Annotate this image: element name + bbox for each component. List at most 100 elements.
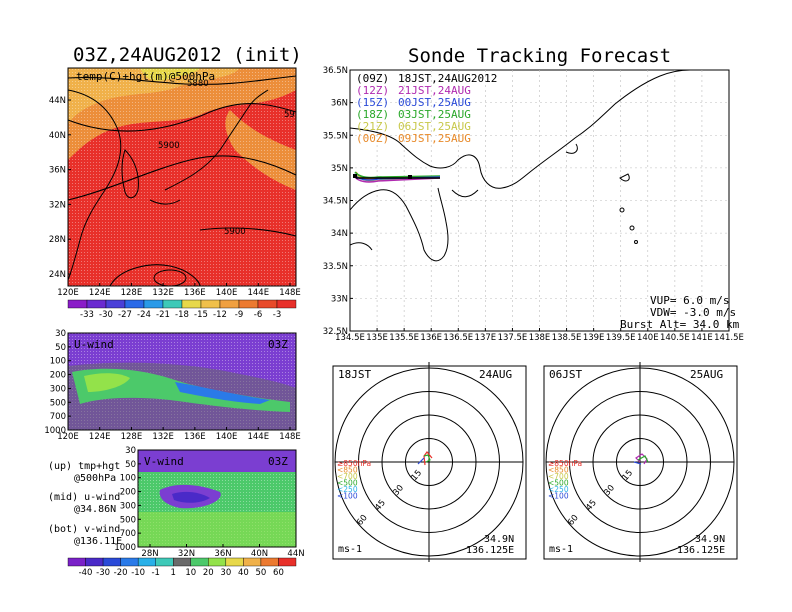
temp-lon-tick: 132E bbox=[152, 288, 174, 298]
track-lat-tick: 34N bbox=[331, 229, 348, 239]
legend-jst-2: 21JST,24AUG bbox=[398, 84, 471, 97]
note-bot-lon: @136.11E bbox=[74, 536, 122, 547]
hodo-left-lat: 34.9N bbox=[484, 534, 514, 545]
temp-colorbar-label: -9 bbox=[235, 310, 243, 320]
legend-utc-1: (09Z) bbox=[356, 72, 389, 85]
track-lon-tick: 138.5E bbox=[552, 333, 582, 343]
temp-map bbox=[67, 67, 297, 287]
temp-colorbar-label: -3 bbox=[273, 310, 281, 320]
temp-lon-tick: 120E bbox=[57, 288, 79, 298]
track-lon-tick: 139E bbox=[583, 333, 605, 343]
track-lat-tick: 34.5N bbox=[323, 197, 348, 207]
wind-colorbar-swatch bbox=[120, 557, 139, 567]
v-wind-label: V-wind bbox=[144, 455, 184, 468]
track-map-lat-ticks: 36.5N 36N 35.5N 35N 34.5N 34N 33.5N 33N 32.5N bbox=[323, 66, 353, 337]
wind-colorbar: -40 -30 -20 -10 -1 1 10 20 30 40 50 60 bbox=[67, 557, 297, 578]
temp-colorbar-swatch bbox=[67, 299, 88, 309]
u-pressure-tick: 700 bbox=[50, 412, 66, 422]
track-lat-tick: 35.5N bbox=[323, 131, 348, 141]
temp-colorbar-label: -27 bbox=[118, 310, 132, 320]
temp-colorbar-swatch bbox=[86, 299, 107, 309]
u-pressure-tick: 1000 bbox=[44, 426, 66, 436]
track-lat-tick: 36N bbox=[331, 99, 348, 109]
hodo-left-date: 24AUG bbox=[479, 368, 512, 381]
track-lat-tick: 33.5N bbox=[323, 262, 348, 272]
wind-colorbar-label: 10 bbox=[185, 568, 196, 578]
v-lat-tick: 44N bbox=[287, 549, 304, 559]
u-wind-panel bbox=[67, 332, 297, 431]
u-pressure-tick: 50 bbox=[55, 343, 66, 353]
legend-jst-5: 06JST,25AUG bbox=[398, 120, 471, 133]
wind-colorbar-label: -30 bbox=[96, 568, 110, 578]
v-pressure-tick: 200 bbox=[120, 488, 136, 498]
track-map bbox=[349, 69, 730, 332]
hodo-left-units: ms-1 bbox=[338, 544, 362, 555]
track-lon-tick: 135.5E bbox=[389, 333, 419, 343]
temp-lon-tick: 124E bbox=[89, 288, 111, 298]
u-lon-tick: 120E bbox=[57, 432, 79, 442]
temp-colorbar-label: -24 bbox=[137, 310, 151, 320]
hodograph-level-label: <850 bbox=[337, 466, 358, 475]
track-lon-tick: 140E bbox=[637, 333, 659, 343]
temp-lat-tick: 36N bbox=[49, 166, 66, 176]
temp-colorbar-label: -33 bbox=[80, 310, 94, 320]
temp-colorbar-label: -21 bbox=[156, 310, 170, 320]
legend-utc-2: (12Z) bbox=[356, 84, 389, 97]
u-wind-time: 03Z bbox=[268, 338, 288, 351]
temp-colorbar-label: -12 bbox=[213, 310, 227, 320]
track-lon-tick: 137.5E bbox=[498, 333, 528, 343]
temp-colorbar-swatch bbox=[276, 299, 297, 309]
temp-colorbar-swatch bbox=[257, 299, 278, 309]
temp-lat-tick: 32N bbox=[49, 200, 66, 210]
temp-lon-tick: 144E bbox=[247, 288, 269, 298]
hodograph-level-label: <250 bbox=[337, 485, 358, 494]
v-pressure-tick: 500 bbox=[120, 515, 136, 525]
temp-colorbar-swatch bbox=[124, 299, 145, 309]
u-lon-tick: 128E bbox=[121, 432, 143, 442]
u-pressure-tick: 30 bbox=[55, 329, 66, 339]
track-legend: (09Z) 18JST,24AUG2012 (12Z) 21JST,24AUG … bbox=[356, 72, 497, 145]
left-title: 03Z,24AUG2012 (init) bbox=[73, 44, 302, 66]
track-lon-tick: 140.5E bbox=[660, 333, 690, 343]
track-lat-tick: 35N bbox=[331, 164, 348, 174]
ascent-rate: VUP= 6.0 m/s bbox=[650, 294, 729, 307]
u-lon-tick: 144E bbox=[247, 432, 269, 442]
v-lat-tick: 28N bbox=[141, 549, 158, 559]
u-lon-tick: 132E bbox=[152, 432, 174, 442]
wind-colorbar-swatch bbox=[260, 557, 279, 567]
hodograph-level-label: <100 bbox=[337, 492, 358, 501]
v-pressure-tick: 100 bbox=[120, 474, 136, 484]
track-lon-tick: 138E bbox=[529, 333, 551, 343]
hodograph-level-label: <100 bbox=[548, 492, 569, 501]
temp-lon-tick: 140E bbox=[216, 288, 238, 298]
wind-colorbar-label: 20 bbox=[203, 568, 214, 578]
wind-colorbar-swatch bbox=[190, 557, 209, 567]
hodograph-level-label: ≥850hPa bbox=[337, 459, 371, 468]
legend-utc-3: (15Z) bbox=[356, 96, 389, 109]
wind-colorbar-label: -10 bbox=[131, 568, 145, 578]
hodo-left-lon: 136.125E bbox=[466, 545, 514, 556]
v-wind-time: 03Z bbox=[268, 455, 288, 468]
contour-label-2: 5900 bbox=[158, 141, 180, 151]
v-lat-tick: 36N bbox=[214, 549, 231, 559]
temp-lon-tick: 148E bbox=[279, 288, 301, 298]
hodograph-level-label: <850 bbox=[548, 466, 569, 475]
contour-label-1: 5880 bbox=[187, 79, 209, 89]
burst-altitude: Burst Alt= 34.0 km bbox=[620, 318, 740, 331]
note-mid: (mid) u-wind bbox=[48, 492, 120, 503]
track-lat-tick: 32.5N bbox=[323, 327, 348, 337]
hodo-right-lat: 34.9N bbox=[695, 534, 725, 545]
track-lon-tick: 136.5E bbox=[443, 333, 473, 343]
u-lon-tick: 136E bbox=[184, 432, 206, 442]
note-mid-lat: @34.86N bbox=[74, 504, 116, 515]
hodo-right-levels: ≥850hPa<850<700<500<250<100 bbox=[548, 459, 582, 501]
temp-lon-tick: 128E bbox=[121, 288, 143, 298]
track-map-lon-ticks: 134.5E 135E 135.5E 136E 136.5E 137E 137.5E 138E… bbox=[335, 328, 744, 343]
hodograph-level-label: <250 bbox=[548, 485, 569, 494]
contour-label-4: 59 bbox=[284, 110, 295, 120]
temp-colorbar-label: -30 bbox=[99, 310, 113, 320]
u-pressure-tick: 300 bbox=[50, 384, 66, 394]
